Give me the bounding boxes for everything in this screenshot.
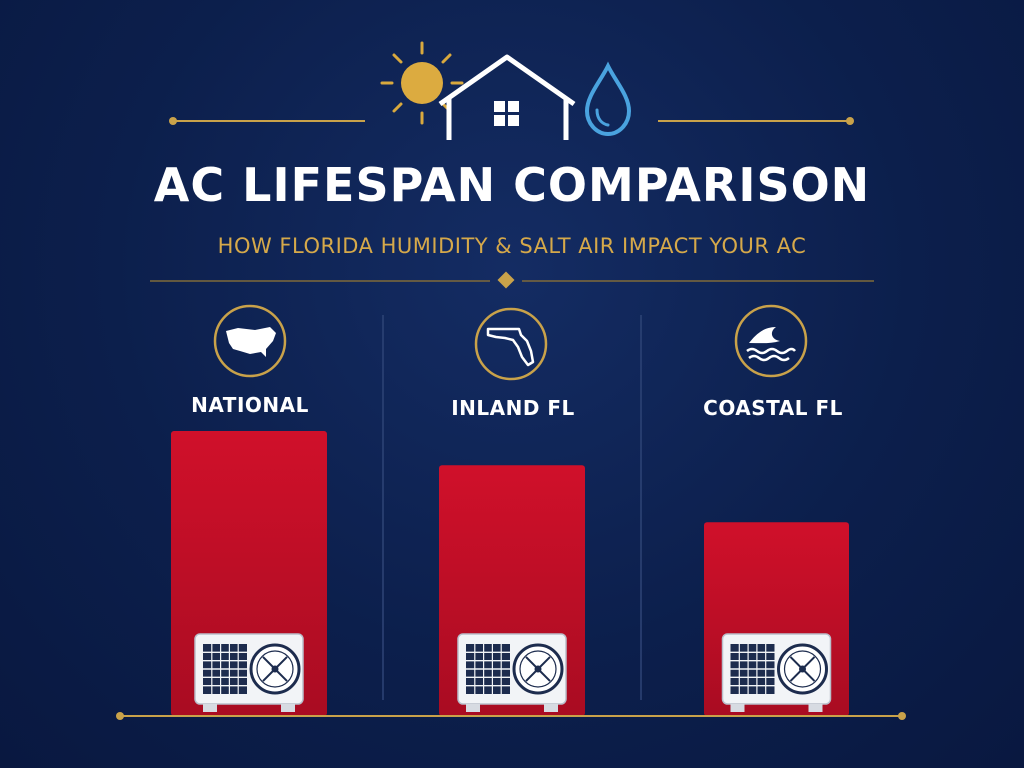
category-label-inland-fl: INLAND FL: [451, 396, 575, 420]
ac-condenser-icon: [457, 633, 567, 712]
house-icon: [438, 54, 576, 140]
water-drop-icon: [584, 61, 632, 137]
baseline: [116, 712, 906, 720]
ac-condenser-icon: [721, 633, 832, 712]
category-label-national: NATIONAL: [191, 393, 309, 417]
chart-title: AC LIFESPAN COMPARISON: [153, 158, 871, 212]
category-label-coastal-fl: COASTAL FL: [703, 396, 843, 420]
subtitle-divider: [150, 271, 874, 289]
ocean-wave-icon: [734, 304, 808, 378]
florida-map-icon: [474, 307, 548, 381]
header-divider-lines: [169, 117, 854, 125]
ac-condenser-icon: [194, 633, 304, 712]
usa-map-icon: [213, 304, 287, 378]
bars-group: [171, 431, 849, 716]
column-dividers: [382, 315, 642, 700]
chart-subtitle: HOW FLORIDA HUMIDITY & SALT AIR IMPACT Y…: [217, 234, 807, 258]
